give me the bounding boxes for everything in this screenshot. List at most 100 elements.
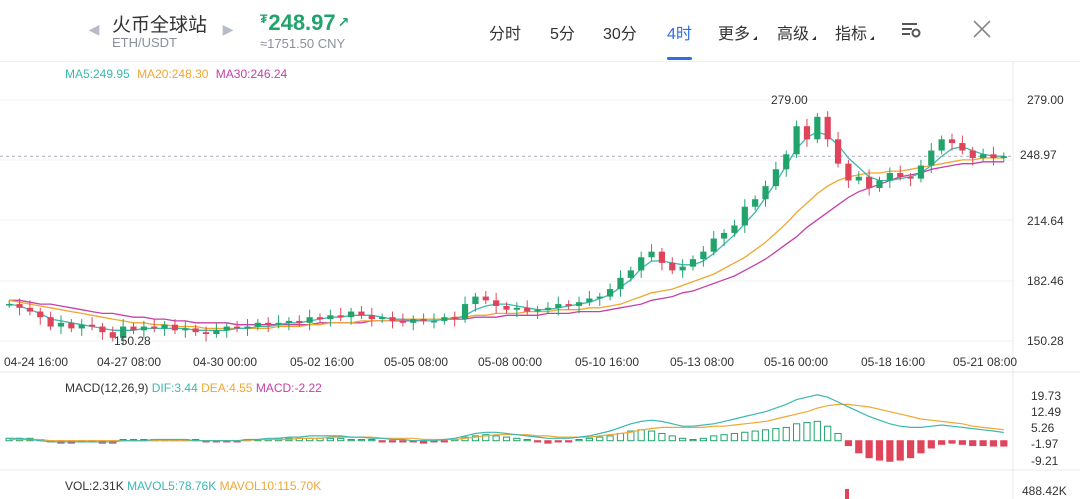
- candle-body: [16, 304, 23, 308]
- candle-body: [441, 317, 448, 321]
- time-tick: 05-10 16:00: [575, 355, 640, 369]
- tether-symbol: ₮: [260, 12, 268, 26]
- candle-body: [182, 328, 189, 331]
- tab-4hour[interactable]: 4时: [667, 26, 692, 43]
- candle-body: [109, 332, 116, 338]
- macd-bar: [575, 439, 583, 442]
- candle-body: [410, 319, 417, 323]
- macd-bar: [772, 428, 780, 442]
- macd-bar: [647, 430, 656, 442]
- last-price: ₮248.97 ↗: [260, 10, 349, 36]
- volume-tick: 488.42K: [1022, 484, 1067, 498]
- tab-timeshare[interactable]: 分时: [489, 26, 522, 43]
- candle-body: [866, 176, 873, 188]
- candle-body: [202, 332, 210, 335]
- candle-body: [959, 143, 966, 151]
- macd-bar: [585, 437, 593, 442]
- next-pair-icon[interactable]: ▶: [222, 21, 234, 37]
- macd-bar: [606, 435, 614, 442]
- candle-body: [57, 322, 65, 327]
- macd-bar: [813, 420, 821, 442]
- candle-body: [513, 307, 520, 310]
- macd-bar: [720, 434, 728, 442]
- macd-bar: [689, 439, 697, 442]
- macd-bar: [388, 440, 397, 443]
- time-tick: 05-16 00:00: [764, 355, 829, 369]
- candle-body: [876, 180, 883, 188]
- candle-body: [306, 317, 313, 323]
- tab-30min[interactable]: 30分: [603, 26, 637, 43]
- candle-body: [244, 326, 251, 329]
- macd-bar: [834, 432, 842, 442]
- tab-advanced[interactable]: 高级: [777, 20, 817, 44]
- candle-body: [886, 173, 893, 181]
- macd-tick: 12.49: [1031, 405, 1062, 419]
- chart-settings-icon[interactable]: [899, 18, 923, 42]
- candle-body: [648, 251, 655, 258]
- macd-bar: [751, 430, 759, 442]
- candle-body: [389, 317, 396, 321]
- macd-bar: [792, 423, 801, 442]
- candle-body: [379, 317, 386, 320]
- last-price-value: 248.97: [268, 10, 336, 35]
- candle-body: [845, 163, 852, 181]
- close-icon[interactable]: [971, 18, 993, 40]
- candle-body: [192, 328, 199, 333]
- candle-body: [607, 289, 614, 297]
- candle-body: [327, 315, 334, 320]
- candle-body: [368, 315, 375, 320]
- candle-body: [741, 206, 748, 226]
- candle-body: [772, 169, 779, 187]
- macd-bar: [979, 440, 987, 447]
- candle-body: [710, 238, 717, 252]
- macd-bar: [886, 440, 894, 462]
- macd-bar: [399, 440, 407, 443]
- tab-more[interactable]: 更多: [718, 20, 758, 44]
- time-tick: 05-05 08:00: [384, 355, 449, 369]
- candle-body: [68, 322, 75, 329]
- price-tick-182: 182.46: [1027, 274, 1064, 288]
- candle-body: [358, 311, 365, 316]
- price-tick-279: 279.00: [1027, 93, 1064, 107]
- candle-body: [88, 324, 96, 327]
- candle-body: [254, 322, 261, 327]
- candle-body: [544, 307, 552, 310]
- high-annotation: 279.00: [771, 93, 808, 107]
- candle-body: [420, 319, 427, 321]
- candle-body: [700, 251, 707, 260]
- macd-bar: [533, 440, 542, 443]
- active-tab-indicator: [667, 57, 692, 60]
- ma20-value: MA20:248.30: [137, 67, 209, 81]
- candle-body: [824, 116, 831, 140]
- macd-legend: MACD(12,26,9) DIF:3.44 DEA:4.55 MACD:-2.…: [65, 381, 322, 395]
- prev-pair-icon[interactable]: ◀: [88, 21, 100, 37]
- candle-body: [969, 150, 976, 159]
- candle-body: [265, 322, 272, 325]
- candle-body: [679, 266, 686, 271]
- tab-5min[interactable]: 5分: [550, 26, 575, 43]
- candle-body: [638, 257, 645, 271]
- macd-bar: [523, 439, 531, 442]
- candle-body: [151, 326, 158, 329]
- candle-body: [534, 309, 541, 312]
- macd-tick: 5.26: [1031, 421, 1055, 435]
- dea-value: DEA:4.55: [201, 381, 253, 395]
- tab-indicators[interactable]: 指标: [835, 20, 875, 44]
- macd-bar: [927, 440, 935, 449]
- candle-body: [316, 317, 324, 320]
- candle-body: [461, 304, 469, 320]
- candle-body: [503, 305, 510, 310]
- current-price-tag: 248.97: [1020, 148, 1057, 162]
- macd-bar: [855, 440, 863, 454]
- candle-body: [493, 300, 500, 306]
- macd-params: MACD(12,26,9): [65, 381, 149, 395]
- cny-price: ≈1751.50 CNY: [260, 36, 346, 51]
- macd-bar: [938, 440, 946, 445]
- candle-body: [524, 307, 531, 312]
- macd-tick: -9.21: [1031, 454, 1059, 468]
- candle-body: [793, 126, 800, 155]
- macd-bar: [544, 440, 552, 444]
- candle-body: [47, 317, 54, 327]
- time-tick: 04-24 16:00: [4, 355, 69, 369]
